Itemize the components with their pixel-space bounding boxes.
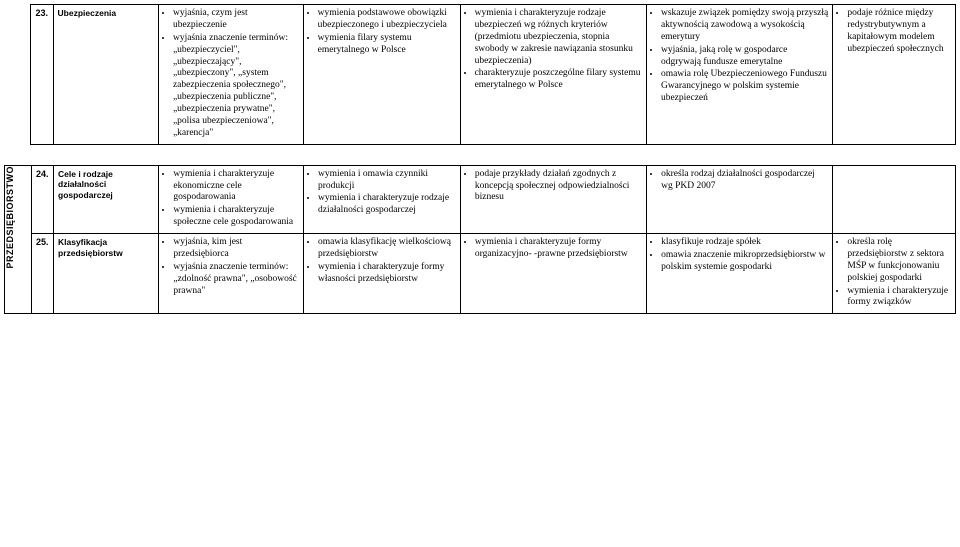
list-b: omawia klasyfikację wielkościową przedsi… — [308, 237, 456, 286]
list-d: klasyfikuje rodzaje spółek omawia znacze… — [651, 237, 828, 274]
row-number: 25. — [31, 234, 53, 314]
list-item: wymienia podstawowe obowiązki ubezpieczo… — [318, 8, 456, 32]
section-label: PRZEDSIĘBIORSTWO — [5, 166, 16, 269]
list-c: podaje przykłady działań zgodnych z konc… — [465, 169, 642, 205]
cell-d: wskazuje związek pomiędzy swoją przyszłą… — [646, 5, 832, 145]
list-item: wymienia i charakteryzuje społeczne cele… — [173, 205, 299, 229]
row-label: Klasyfikacja przedsiębiorstw — [54, 234, 159, 314]
cell-c: wymienia i charakteryzuje formy organiza… — [460, 234, 646, 314]
list-item: wymienia i omawia czynniki produkcji — [318, 169, 456, 193]
list-item: wyjaśnia znaczenie terminów: „ubezpieczy… — [173, 33, 299, 140]
cell-d: określa rodzaj działalności gospodarczej… — [647, 165, 833, 233]
row-number: 23. — [31, 5, 53, 145]
list-a: wyjaśnia, czym jest ubezpieczenie wyjaśn… — [163, 8, 299, 140]
row-number: 24. — [31, 165, 53, 233]
cell-e: określa rolę przedsiębiorstw z sektora M… — [833, 234, 956, 314]
cell-d: klasyfikuje rodzaje spółek omawia znacze… — [647, 234, 833, 314]
list-item: wymienia i charakteryzuje ekonomiczne ce… — [173, 169, 299, 205]
cell-b: wymienia i omawia czynniki produkcji wym… — [304, 165, 461, 233]
list-item: wymienia i charakteryzuje rodzaje ubezpi… — [475, 8, 642, 67]
list-e: określa rolę przedsiębiorstw z sektora M… — [837, 237, 951, 309]
list-item: podaje przykłady działań zgodnych z konc… — [475, 169, 642, 205]
list-item: wyjaśnia, jaką rolę w gospodarce odgrywa… — [661, 45, 828, 69]
section-cell: PRZEDSIĘBIORSTWO — [5, 165, 32, 314]
cell-c: wymienia i charakteryzuje rodzaje ubezpi… — [460, 5, 646, 145]
list-d: wskazuje związek pomiędzy swoją przyszłą… — [651, 8, 828, 105]
list-item: omawia znaczenie mikroprzedsiębiorstw w … — [661, 250, 828, 274]
list-b: wymienia podstawowe obowiązki ubezpieczo… — [308, 8, 456, 57]
list-item: określa rodzaj działalności gospodarczej… — [661, 169, 828, 193]
list-item: wyjaśnia, kim jest przedsiębiorca — [173, 237, 299, 261]
table-row: 25. Klasyfikacja przedsiębiorstw wyjaśni… — [5, 234, 956, 314]
bottom-table: PRZEDSIĘBIORSTWO 24. Cele i rodzaje dzia… — [4, 165, 956, 315]
cell-a: wymienia i charakteryzuje ekonomiczne ce… — [159, 165, 304, 233]
list-item: podaje różnice między redystrybutywnym a… — [847, 8, 951, 56]
list-item: wymienia i charakteryzuje formy organiza… — [475, 237, 642, 261]
table-row: PRZEDSIĘBIORSTWO 24. Cele i rodzaje dzia… — [5, 165, 956, 233]
list-b: wymienia i omawia czynniki produkcji wym… — [308, 169, 456, 218]
section-cell-empty — [4, 5, 31, 145]
cell-c: podaje przykłady działań zgodnych z konc… — [460, 165, 646, 233]
cell-e — [833, 165, 956, 233]
cell-a: wyjaśnia, czym jest ubezpieczenie wyjaśn… — [158, 5, 303, 145]
list-item: wymienia i charakteryzuje rodzaje działa… — [318, 193, 456, 217]
list-item: klasyfikuje rodzaje spółek — [661, 237, 828, 249]
cell-e: podaje różnice między redystrybutywnym a… — [833, 5, 956, 145]
list-item: omawia klasyfikację wielkościową przedsi… — [318, 237, 456, 261]
row-label: Ubezpieczenia — [53, 5, 158, 145]
top-table: 23. Ubezpieczenia wyjaśnia, czym jest ub… — [4, 4, 956, 145]
list-item: wymienia i charakteryzuje formy związków — [847, 286, 951, 310]
row-label: Cele i rodzaje działalności gospodarczej — [54, 165, 159, 233]
list-c: wymienia i charakteryzuje rodzaje ubezpi… — [465, 8, 642, 92]
cell-b: omawia klasyfikację wielkościową przedsi… — [304, 234, 461, 314]
list-item: wskazuje związek pomiędzy swoją przyszłą… — [661, 8, 828, 44]
list-item: charakteryzuje poszczególne filary syste… — [475, 68, 642, 92]
list-a: wyjaśnia, kim jest przedsiębiorca wyjaśn… — [163, 237, 299, 297]
list-item: wymienia filary systemu emerytalnego w P… — [318, 33, 456, 57]
list-item: omawia rolę Ubezpieczeniowego Funduszu G… — [661, 69, 828, 105]
list-a: wymienia i charakteryzuje ekonomiczne ce… — [163, 169, 299, 229]
list-e: podaje różnice między redystrybutywnym a… — [837, 8, 951, 56]
cell-b: wymienia podstawowe obowiązki ubezpieczo… — [303, 5, 460, 145]
list-c: wymienia i charakteryzuje formy organiza… — [465, 237, 642, 261]
list-item: wymienia i charakteryzuje formy własnośc… — [318, 262, 456, 286]
cell-a: wyjaśnia, kim jest przedsiębiorca wyjaśn… — [159, 234, 304, 314]
list-item: wyjaśnia, czym jest ubezpieczenie — [173, 8, 299, 32]
list-item: określa rolę przedsiębiorstw z sektora M… — [847, 237, 951, 285]
table-row: 23. Ubezpieczenia wyjaśnia, czym jest ub… — [4, 5, 956, 145]
list-d: określa rodzaj działalności gospodarczej… — [651, 169, 828, 193]
list-item: wyjaśnia znaczenie terminów: „zdolność p… — [173, 262, 299, 298]
